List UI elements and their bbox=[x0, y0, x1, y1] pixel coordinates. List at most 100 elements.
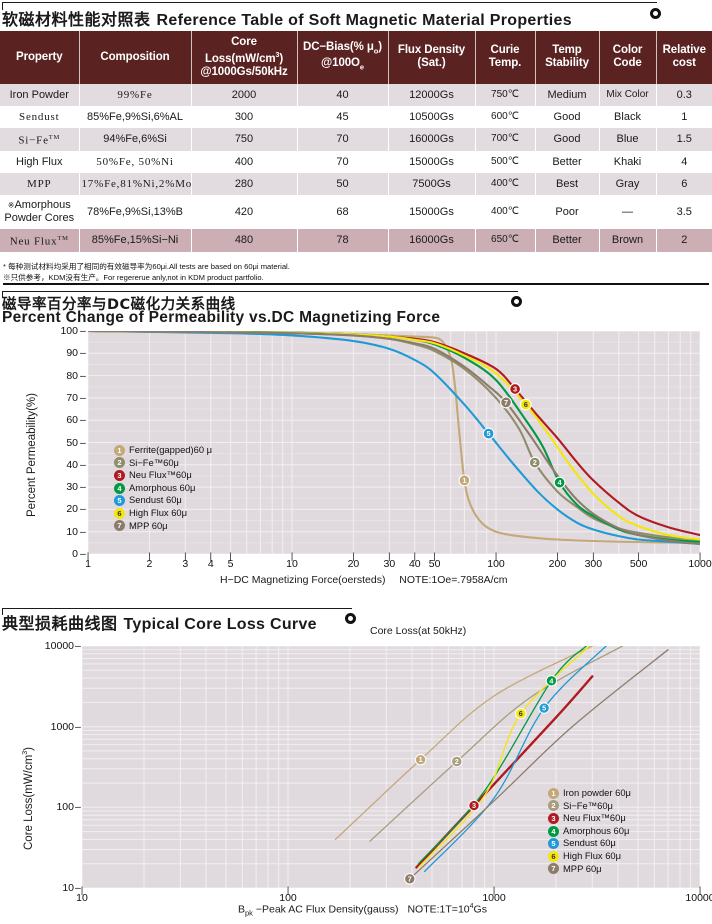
y-tick-mark: – bbox=[80, 436, 86, 449]
x-tick-label: 20 bbox=[347, 558, 360, 570]
col-header-temp-stability: Temp Stability bbox=[534, 31, 599, 84]
svg-text:7: 7 bbox=[408, 874, 412, 883]
svg-text:1: 1 bbox=[419, 755, 423, 764]
legend-label: Iron powder 60μ bbox=[563, 787, 631, 798]
x-tick-label: 50 bbox=[428, 558, 441, 570]
cell-flux-density: 15000Gs bbox=[387, 194, 475, 229]
footnote-2: ※只供参考，KDM没有生产。For regererue anly,not in … bbox=[3, 272, 264, 282]
chart2-title-cn: 典型损耗曲线图 bbox=[2, 614, 118, 633]
x-tick-label: 1000 bbox=[482, 892, 506, 904]
cell-color-code: Black bbox=[598, 105, 656, 128]
cell-curie-temp: 400℃ bbox=[474, 172, 535, 195]
legend-label: Si−Fe™60μ bbox=[129, 456, 179, 468]
svg-text:1: 1 bbox=[462, 476, 466, 485]
table-row: Neu FluxTM 85%Fe,15%Si−Ni 480 78 16000Gs 650℃… bbox=[0, 228, 712, 253]
legend-item: 3 Neu Flux™60μ bbox=[114, 469, 212, 482]
y-tick-label: 10 bbox=[66, 525, 78, 538]
legend-marker-6: 6 bbox=[114, 507, 125, 519]
col-header-color-code: Color Code bbox=[598, 31, 656, 84]
cell-relative-cost: 4 bbox=[655, 150, 712, 173]
cell-property: Sendust bbox=[0, 105, 79, 128]
svg-text:5: 5 bbox=[487, 429, 491, 438]
svg-text:5: 5 bbox=[542, 704, 546, 713]
svg-text:3: 3 bbox=[472, 801, 476, 810]
x-tick-label: 2 bbox=[146, 558, 153, 570]
y-tick-mark: – bbox=[80, 548, 86, 560]
cell-composition: 85%Fe,9%Si,6%AL bbox=[78, 105, 191, 128]
table-footnotes: * 每种测试材料均采用了相同的有效磁导率为60μi.All tests are … bbox=[3, 262, 703, 283]
x-tick-label: 100 bbox=[487, 558, 505, 570]
y-tick-mark: – bbox=[80, 458, 86, 471]
legend-item: 6 High Flux 60μ bbox=[114, 507, 212, 520]
col-header-curie-temp: Curie Temp. bbox=[474, 31, 535, 84]
cell-temp-stability: Best bbox=[534, 172, 599, 195]
table-row: MPP 17%Fe,81%Ni,2%Mo 280 50 7500Gs 400℃ Best Gr… bbox=[0, 172, 712, 195]
x-tick-label: 500 bbox=[629, 558, 648, 570]
cell-curie-temp: 500℃ bbox=[474, 150, 535, 173]
legend-marker-5: 5 bbox=[114, 495, 125, 507]
legend-marker-5: 5 bbox=[548, 838, 559, 850]
svg-text:6: 6 bbox=[524, 400, 528, 409]
chart1-x-axis-title: H−DC Magnetizing Force(oersteds) NOTE:1O… bbox=[220, 574, 508, 586]
cell-relative-cost: 2 bbox=[655, 228, 712, 253]
cell-composition: 50%Fe, 50%Ni bbox=[78, 150, 191, 173]
x-tick-label: 5 bbox=[227, 558, 234, 570]
col-header-property: Property bbox=[0, 31, 79, 84]
col-header-core-loss: Core Loss(mW/cm3) @1000Gs/50kHz bbox=[190, 31, 297, 84]
chart2-corner-note: Core Loss(at 50kHz) bbox=[370, 625, 467, 637]
x-tick-label: 10 bbox=[286, 558, 298, 570]
legend-label: High Flux 60μ bbox=[563, 849, 622, 861]
cell-composition: 94%Fe,6%Si bbox=[78, 127, 191, 151]
cell-property: Iron Powder bbox=[0, 83, 79, 106]
cell-property: Si−FeTM bbox=[0, 127, 79, 151]
cell-flux-density: 12000Gs bbox=[387, 83, 475, 106]
material-properties-table: Property Composition Core Loss(mW/cm3) @… bbox=[0, 31, 712, 253]
cell-property: High Flux bbox=[0, 150, 79, 173]
y-tick-label: 10 bbox=[62, 882, 74, 894]
x-tick-label: 1000 bbox=[688, 558, 712, 570]
y-tick-mark: – bbox=[75, 640, 81, 652]
x-tick-label: 40 bbox=[408, 558, 421, 570]
cell-dc-bias: 50 bbox=[296, 172, 388, 195]
y-tick-mark: – bbox=[80, 525, 86, 538]
x-tick-mark: | bbox=[433, 551, 436, 561]
cell-core-loss: 280 bbox=[190, 172, 297, 195]
x-tick-mark: | bbox=[352, 551, 355, 561]
legend-marker-3: 3 bbox=[548, 812, 559, 824]
x-tick-label: 10000 bbox=[685, 892, 712, 904]
svg-text:4: 4 bbox=[558, 478, 563, 487]
y-tick-label: 90 bbox=[66, 347, 78, 360]
cell-core-loss: 750 bbox=[190, 127, 297, 151]
table-row: ※Amorphous Powder Cores 78%Fe,9%Si,13%B 420… bbox=[0, 194, 712, 229]
cell-color-code: Gray bbox=[598, 172, 656, 195]
y-tick-label: 100 bbox=[56, 801, 74, 814]
x-tick-label: 300 bbox=[584, 558, 603, 570]
legend-item: 4 Amorphous 60μ bbox=[548, 825, 631, 838]
cell-flux-density: 16000Gs bbox=[387, 127, 475, 151]
col-header-composition: Composition bbox=[78, 31, 191, 84]
footnote-divider bbox=[3, 283, 709, 285]
legend-label: Si−Fe™60μ bbox=[563, 799, 613, 811]
x-tick-label: 100 bbox=[279, 892, 297, 904]
legend-label: Neu Flux™60μ bbox=[563, 812, 626, 824]
col-header-flux-density: Flux Density (Sat.) bbox=[387, 31, 475, 84]
cell-core-loss: 400 bbox=[190, 150, 297, 173]
chart2-rule-left-tick bbox=[2, 608, 3, 615]
svg-text:2: 2 bbox=[533, 458, 537, 467]
x-tick-mark: | bbox=[494, 551, 498, 561]
x-tick-label: 3 bbox=[182, 558, 189, 570]
chart1-title-cn: 磁导率百分率与DC磁化力关系曲线 bbox=[2, 297, 236, 313]
cell-curie-temp: 600℃ bbox=[474, 105, 535, 128]
cell-color-code: Mix Color bbox=[598, 83, 656, 106]
svg-text:2: 2 bbox=[455, 757, 459, 766]
legend-marker-4: 4 bbox=[114, 482, 125, 494]
cell-temp-stability: Poor bbox=[534, 194, 599, 229]
x-tick-mark: | bbox=[592, 551, 595, 561]
cell-property: ※Amorphous Powder Cores bbox=[0, 194, 79, 229]
y-tick-label: 50 bbox=[66, 436, 78, 449]
x-tick-mark: | bbox=[184, 551, 187, 561]
x-tick-mark: | bbox=[80, 885, 84, 895]
table-row: Si−FeTM 94%Fe,6%Si 750 70 16000Gs 700℃ Good Blu… bbox=[0, 127, 712, 151]
cell-dc-bias: 45 bbox=[296, 105, 388, 128]
cell-core-loss: 300 bbox=[190, 105, 297, 128]
